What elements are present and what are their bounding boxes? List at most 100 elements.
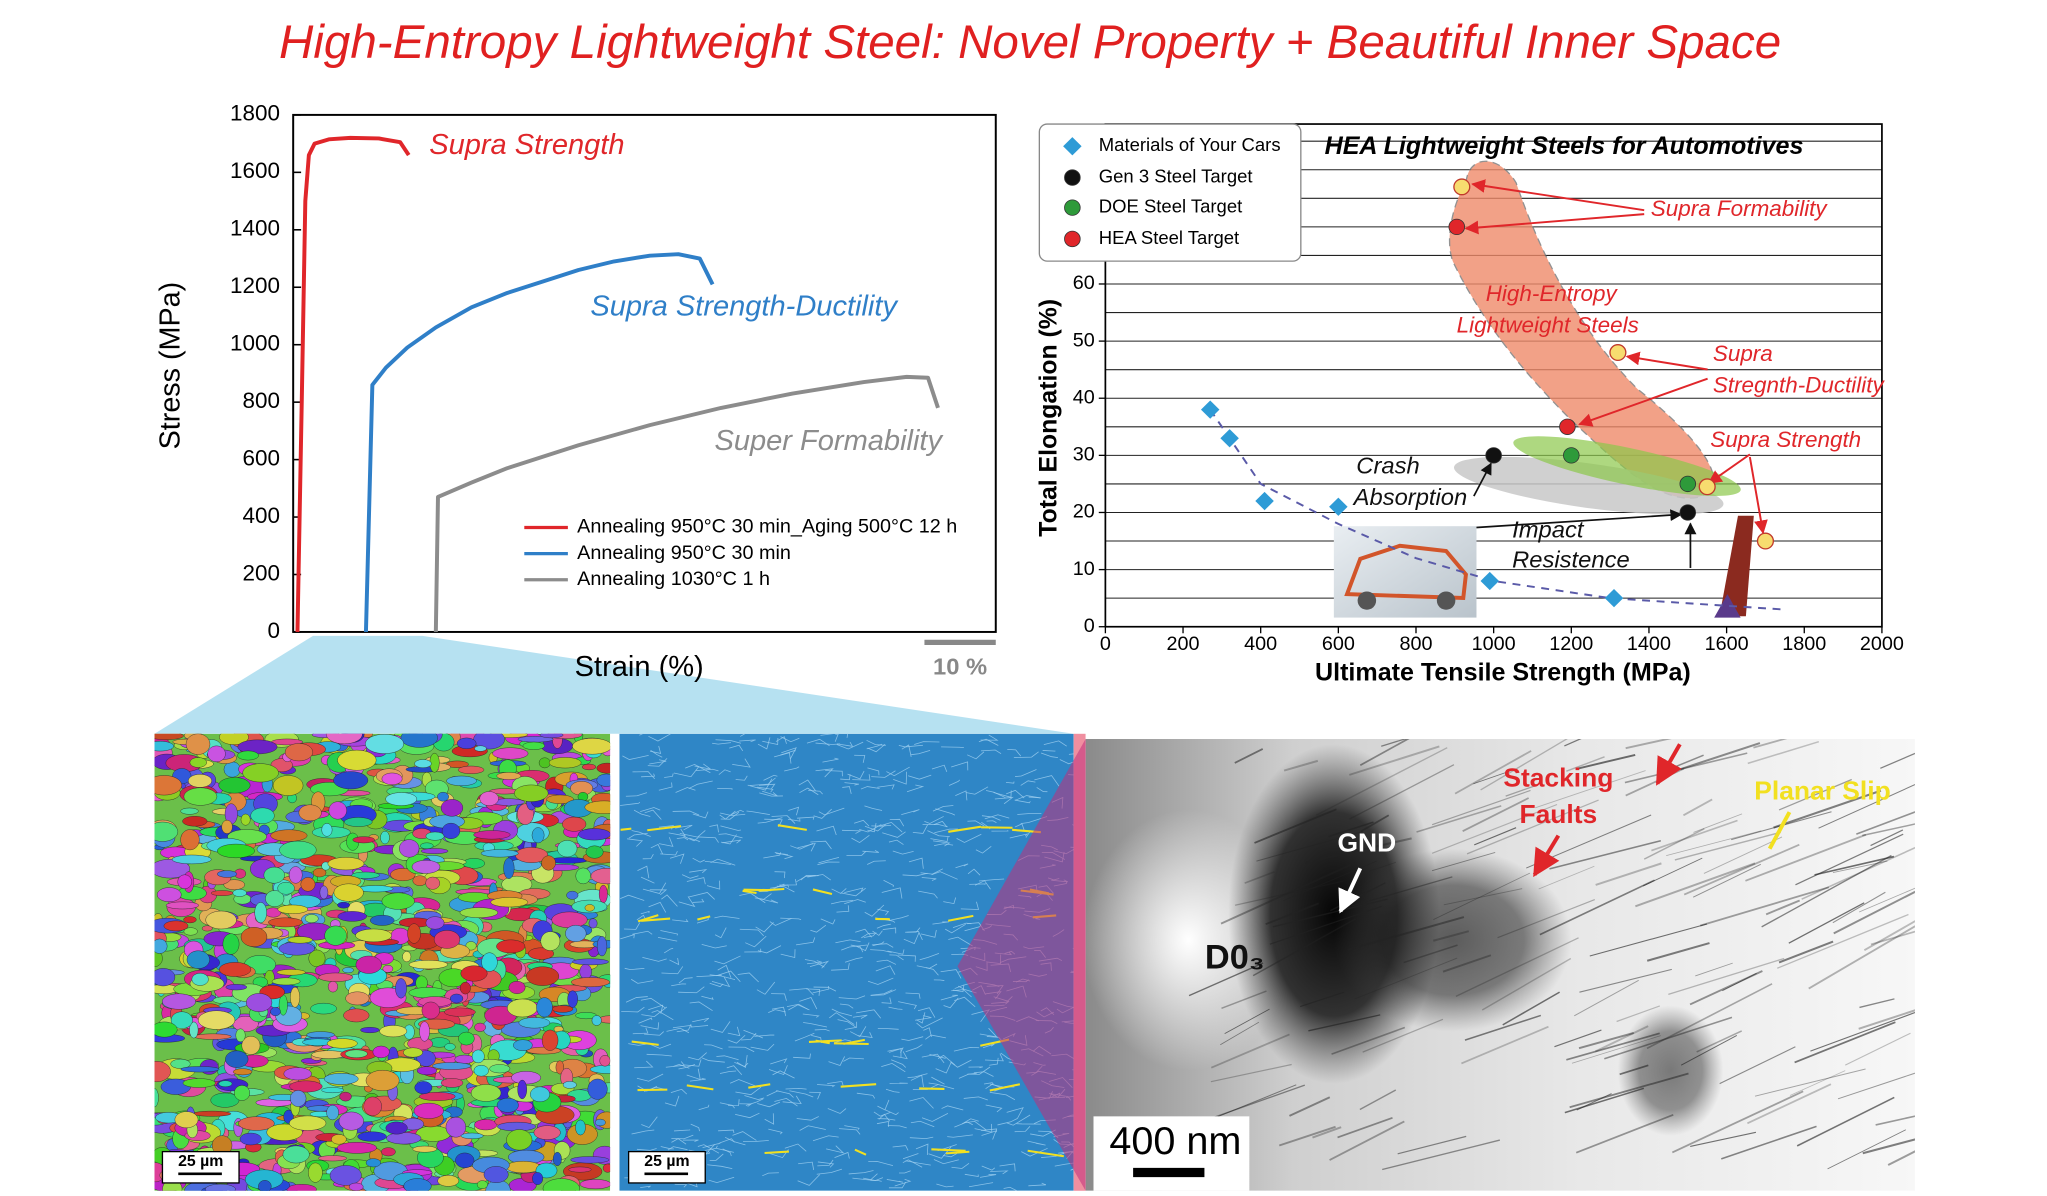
grain <box>578 828 611 841</box>
grain <box>246 993 273 1012</box>
grain-boundary <box>678 977 693 984</box>
dislocation <box>1858 1009 1915 1030</box>
grain-boundary <box>735 1086 762 1096</box>
grain-boundary <box>714 915 740 919</box>
dislocation <box>1443 888 1523 906</box>
dislocation <box>1844 1032 1911 1066</box>
grain-boundary <box>884 1109 899 1116</box>
grain-boundary <box>719 1138 735 1144</box>
grain <box>496 772 522 780</box>
grain-boundary <box>621 1006 645 1013</box>
grain-boundary <box>661 894 678 907</box>
grain <box>198 1010 236 1030</box>
grain-boundary <box>956 833 982 843</box>
grain-boundary <box>709 824 719 833</box>
grain <box>474 1022 486 1032</box>
grain <box>232 889 247 897</box>
grain <box>421 1001 440 1020</box>
grain <box>492 747 529 760</box>
grain <box>263 866 285 884</box>
grain-boundary <box>893 771 907 785</box>
grain-boundary <box>984 814 1010 820</box>
grain-boundary <box>731 809 745 816</box>
dislocation <box>1244 871 1275 884</box>
grain-boundary <box>771 1006 787 1017</box>
grain-boundary <box>809 960 830 969</box>
grain-boundary <box>953 1047 980 1052</box>
grain-boundary <box>968 1182 994 1188</box>
grain-boundary <box>764 1113 775 1125</box>
grain-boundary <box>981 1130 997 1140</box>
grain <box>272 775 304 796</box>
grain-boundary <box>930 836 949 843</box>
grain-boundary <box>888 1181 907 1189</box>
grain-boundary <box>981 749 1002 754</box>
annotation: Supra <box>1713 341 1773 366</box>
grain-boundary <box>743 1140 769 1142</box>
grain-boundary <box>762 790 778 797</box>
grain-boundary <box>739 739 756 743</box>
grain-boundary <box>813 986 837 992</box>
grain <box>440 1078 464 1088</box>
dislocation <box>1680 742 1761 771</box>
grain <box>360 1027 380 1034</box>
grain <box>290 986 300 1008</box>
grain <box>420 842 434 850</box>
grain-boundary <box>641 773 656 778</box>
dislocation <box>1827 1129 1907 1170</box>
arrow <box>1625 351 1708 371</box>
grain-boundary <box>789 988 814 996</box>
grain <box>283 1067 312 1081</box>
grain <box>433 930 461 949</box>
grain-boundary <box>664 1095 680 1107</box>
legend-label: DOE Steel Target <box>1099 196 1242 217</box>
grain-boundary <box>739 892 766 904</box>
grain <box>596 936 608 957</box>
kam-streak <box>631 1040 659 1046</box>
grain-boundary <box>666 1027 690 1034</box>
grain <box>310 1002 337 1015</box>
annotation: High-Entropy <box>1486 281 1619 306</box>
grain-boundary <box>954 996 976 1008</box>
grain <box>440 799 464 817</box>
grain <box>333 771 369 790</box>
grain-boundary <box>855 928 872 938</box>
grain <box>165 901 199 910</box>
highlight-point <box>1609 344 1627 362</box>
grain-boundary <box>646 1053 672 1057</box>
grain-boundary <box>769 918 792 926</box>
grain-boundary <box>979 1027 998 1038</box>
grain <box>572 738 611 755</box>
dislocation <box>1299 991 1345 1008</box>
grain-boundary <box>697 1144 720 1154</box>
grain-boundary <box>842 786 852 794</box>
grain-boundary <box>799 997 818 1010</box>
grain <box>507 998 538 1018</box>
grain-boundary <box>902 1159 923 1168</box>
grain-boundary <box>624 967 645 970</box>
kam-streak <box>945 1150 970 1155</box>
grain-boundary <box>834 1151 850 1159</box>
grain-boundary <box>898 1001 917 1010</box>
grain <box>365 1070 400 1091</box>
grain <box>180 1066 220 1073</box>
grain <box>223 879 245 891</box>
y-tick-label: 10 <box>1073 558 1095 580</box>
grain <box>513 1039 533 1051</box>
grain <box>459 907 499 918</box>
grain <box>590 868 611 885</box>
grain-boundary <box>836 741 854 747</box>
grain-boundary <box>675 787 696 793</box>
grain-boundary <box>965 786 989 795</box>
grain <box>308 1162 323 1183</box>
grain-boundary <box>928 1082 955 1090</box>
grain <box>437 1175 460 1187</box>
dislocation <box>1204 1084 1306 1122</box>
grain <box>489 1064 511 1074</box>
grain-boundary <box>948 779 961 786</box>
grain-boundary <box>887 949 905 955</box>
grain <box>318 1155 347 1162</box>
grain <box>552 1005 574 1013</box>
grain-boundary <box>1006 789 1025 799</box>
